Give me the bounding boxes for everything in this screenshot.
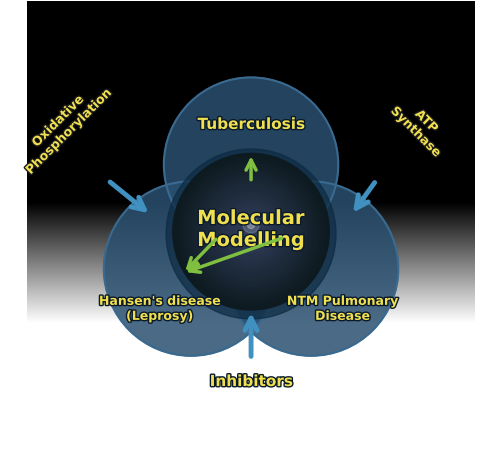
Circle shape [186,166,316,297]
Text: NTM Pulmonary
Disease: NTM Pulmonary Disease [287,295,398,323]
Circle shape [228,208,274,255]
Text: ATP
Synthase: ATP Synthase [388,94,454,160]
Circle shape [210,190,293,274]
Circle shape [188,169,314,294]
Circle shape [173,153,330,310]
Circle shape [183,164,319,300]
Circle shape [176,156,326,307]
Circle shape [240,221,262,242]
Circle shape [104,181,278,356]
Circle shape [248,221,254,229]
Text: Inhibitors: Inhibitors [210,374,292,389]
Circle shape [230,211,272,252]
Circle shape [243,217,259,233]
Text: Molecular
Modelling: Molecular Modelling [197,209,305,250]
Circle shape [248,229,254,234]
Circle shape [191,172,311,292]
Circle shape [212,193,290,271]
Circle shape [246,226,256,237]
Circle shape [233,213,270,250]
Circle shape [236,216,266,248]
Circle shape [225,206,277,258]
Circle shape [202,182,300,281]
Circle shape [243,224,259,239]
Text: Hansen's disease
(Leprosy): Hansen's disease (Leprosy) [99,295,220,323]
Circle shape [196,177,306,287]
Circle shape [204,185,298,279]
Circle shape [194,174,308,289]
Circle shape [164,77,338,252]
Circle shape [217,198,285,266]
Circle shape [166,149,336,319]
Text: Oxidative
Phosphorylation: Oxidative Phosphorylation [13,76,114,177]
Text: Tuberculosis: Tuberculosis [198,117,304,132]
Circle shape [199,180,303,284]
Circle shape [222,203,280,261]
Circle shape [178,159,324,305]
Circle shape [206,187,296,276]
Circle shape [214,195,288,268]
Circle shape [220,200,282,263]
Circle shape [238,219,264,245]
Circle shape [224,181,398,356]
Circle shape [180,161,322,302]
